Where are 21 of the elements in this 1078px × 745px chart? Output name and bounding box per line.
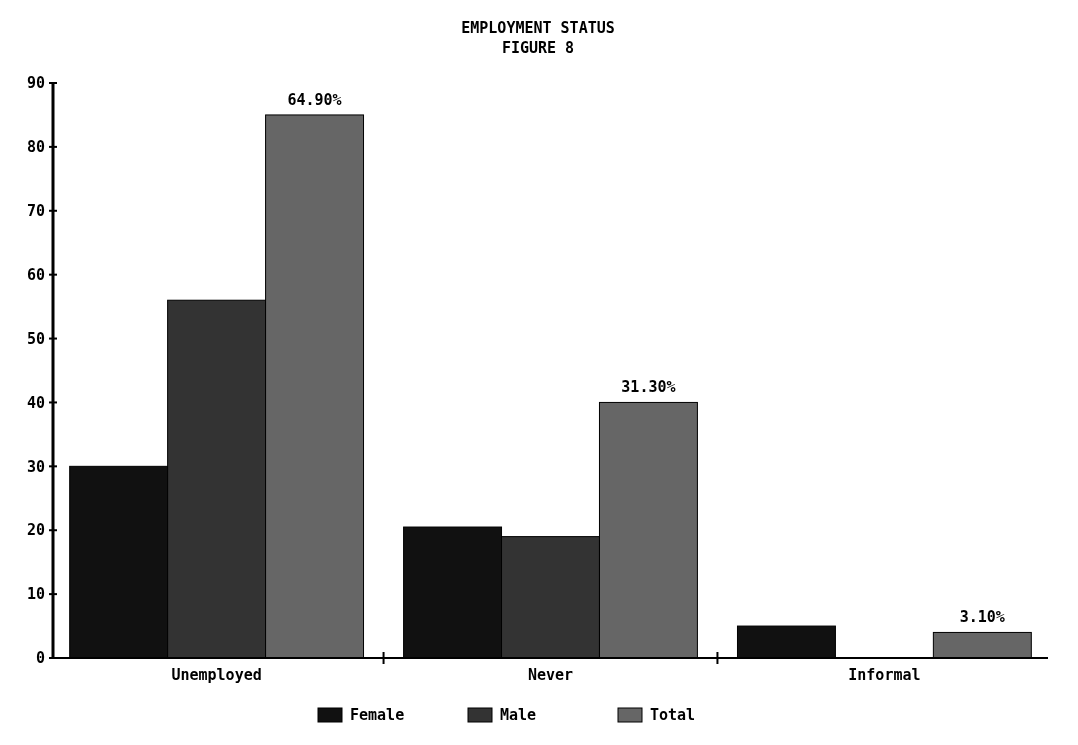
chart-title: EMPLOYMENT STATUS — [461, 19, 615, 37]
y-tick-label: 10 — [26, 585, 45, 604]
legend-label: Total — [650, 706, 696, 724]
legend-label: Female — [350, 706, 405, 724]
x-tick-label: Informal — [848, 666, 921, 684]
annotation: 64.90% — [287, 90, 342, 109]
y-tick-label: 50 — [26, 329, 45, 348]
legend-label: Male — [500, 706, 537, 724]
y-tick-label: 70 — [26, 202, 45, 221]
y-tick-label: 0 — [35, 649, 45, 668]
chart-subtitle: FIGURE 8 — [501, 39, 575, 57]
y-tick-label: 40 — [26, 393, 45, 412]
y-tick-label: 30 — [26, 457, 45, 476]
x-tick-label: Never — [527, 666, 574, 684]
y-tick-label: 60 — [26, 265, 45, 284]
annotation: 3.10% — [959, 608, 1005, 627]
y-tick-label: 90 — [26, 74, 45, 93]
y-tick-label: 20 — [26, 521, 45, 540]
x-tick-label: Unemployed — [171, 666, 262, 684]
y-tick-label: 80 — [26, 138, 45, 157]
annotation: 31.30% — [621, 378, 676, 397]
